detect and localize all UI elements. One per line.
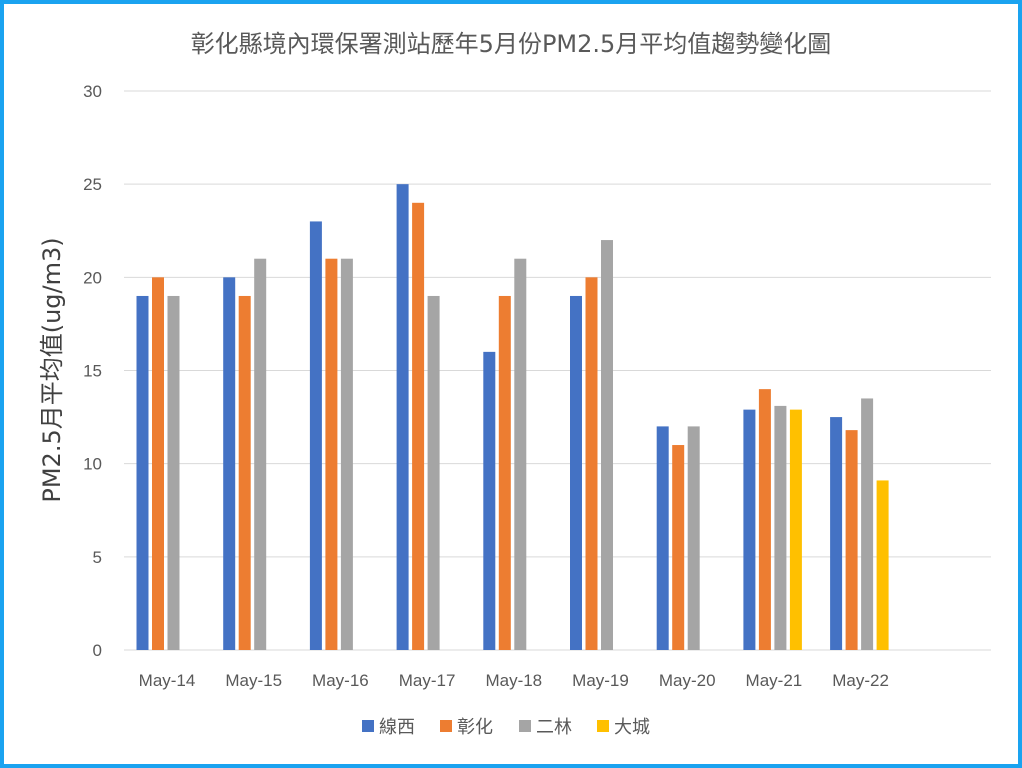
legend-label: 大城 [614,717,650,738]
bars [136,184,889,651]
bar-二林-May-22 [861,398,874,650]
bar-線西-May-14 [136,295,149,650]
bar-線西-May-15 [223,277,236,650]
y-tick-label: 15 [83,362,102,381]
bar-線西-May-18 [483,351,496,650]
chart-title: 彰化縣境內環保署測站歷年5月份PM2.5月平均值趨勢變化圖 [191,30,832,58]
legend-swatch [362,720,374,732]
bar-二林-May-15 [254,258,267,650]
bar-彰化-May-16 [325,258,338,650]
bar-彰化-May-17 [412,202,425,651]
bar-彰化-May-19 [585,277,598,650]
bar-線西-May-21 [743,409,756,650]
x-tick-label: May-19 [572,671,629,690]
bar-二林-May-16 [340,258,353,650]
x-tick-label: May-17 [399,671,456,690]
x-tick-label: May-18 [485,671,542,690]
bar-大城-May-21 [789,409,802,650]
legend-label: 彰化 [457,717,493,738]
x-tick-labels: May-14 May-15 May-16 May-17 May-18 May-19 May-… [139,671,889,690]
x-tick-label: May-21 [746,671,803,690]
bar-線西-May-20 [656,426,669,650]
bar-二林-May-19 [601,240,613,651]
bar-線西-May-17 [396,184,409,650]
x-tick-label: May-16 [312,671,369,690]
y-axis-label: PM2.5月平均值(ug/m3) [38,237,66,502]
bar-彰化-May-14 [152,277,164,650]
bar-彰化-May-20 [672,445,685,650]
bar-彰化-May-21 [758,389,771,650]
bar-彰化-May-22 [845,430,858,650]
x-tick-label: May-15 [225,671,282,690]
legend: 線西 彰化 二林 大城 [362,717,650,738]
bar-二林-May-17 [427,295,440,650]
x-tick-label: May-14 [139,671,196,690]
bar-大城-May-22 [876,480,889,650]
y-tick-label: 25 [83,175,102,194]
bar-二林-May-21 [774,405,787,650]
y-tick-label: 10 [83,455,102,474]
legend-label: 二林 [536,717,572,738]
bar-線西-May-19 [570,295,582,650]
legend-swatch [597,720,609,732]
y-tick-label: 20 [83,268,102,287]
legend-label: 線西 [379,717,415,738]
bar-彰化-May-18 [498,295,511,650]
bar-線西-May-22 [830,417,843,650]
x-tick-label: May-22 [832,671,889,690]
y-tick-label: 0 [93,641,102,660]
y-tick-label: 30 [83,82,102,101]
y-tick-label: 5 [93,548,102,567]
y-tick-labels: 0 5 10 15 20 25 30 [83,82,102,660]
bar-線西-May-16 [309,221,322,650]
bar-二林-May-14 [167,295,180,650]
bar-二林-May-20 [687,426,700,650]
legend-swatch [519,720,531,732]
bar-彰化-May-15 [238,295,251,650]
bar-二林-May-18 [514,258,527,650]
x-tick-label: May-20 [659,671,716,690]
legend-swatch [440,720,452,732]
grid-layer [124,90,991,651]
